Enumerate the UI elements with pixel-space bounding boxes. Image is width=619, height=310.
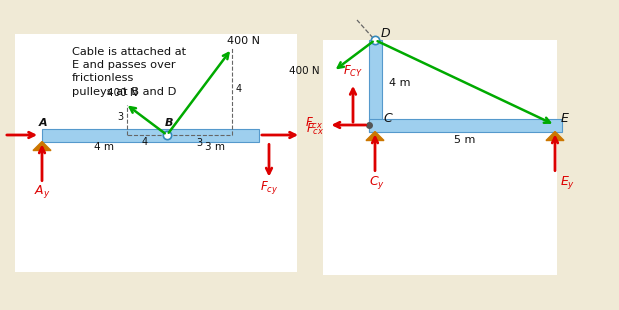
Bar — [15, 34, 297, 272]
Text: 3: 3 — [196, 138, 202, 148]
Text: 4: 4 — [142, 137, 148, 147]
Text: A: A — [38, 118, 47, 128]
Text: $E_y$: $E_y$ — [560, 174, 575, 191]
Text: $C_y$: $C_y$ — [369, 174, 385, 191]
Text: $F_{cy}$: $F_{cy}$ — [260, 179, 278, 196]
Polygon shape — [33, 141, 51, 150]
Text: 400 N: 400 N — [289, 66, 319, 76]
Polygon shape — [366, 131, 384, 140]
Bar — [368, 40, 381, 131]
Text: $F_{CY}$: $F_{CY}$ — [343, 64, 363, 79]
Text: $D$: $D$ — [380, 27, 391, 40]
Text: 400 N: 400 N — [107, 88, 137, 98]
Text: 4: 4 — [236, 84, 242, 94]
Text: $F_{cx}$: $F_{cx}$ — [306, 122, 324, 137]
Text: $E$: $E$ — [560, 112, 570, 125]
Text: 4 m: 4 m — [95, 142, 115, 152]
Bar — [42, 129, 259, 141]
Text: 3 m: 3 m — [205, 142, 225, 152]
Bar — [368, 118, 561, 131]
Text: B: B — [165, 118, 173, 128]
Text: $C$: $C$ — [383, 112, 394, 125]
Text: 5 m: 5 m — [454, 135, 475, 145]
Text: 4 m: 4 m — [389, 78, 410, 87]
Bar — [323, 40, 557, 275]
Text: $A_y$: $A_y$ — [34, 183, 50, 200]
Text: Cable is attached at
E and passes over
frictionless
pulleys at B and D: Cable is attached at E and passes over f… — [72, 47, 186, 97]
Polygon shape — [546, 131, 564, 140]
Text: 400 N: 400 N — [227, 36, 261, 46]
Text: $F_{cx}$: $F_{cx}$ — [305, 116, 324, 131]
Text: 3: 3 — [117, 112, 123, 122]
